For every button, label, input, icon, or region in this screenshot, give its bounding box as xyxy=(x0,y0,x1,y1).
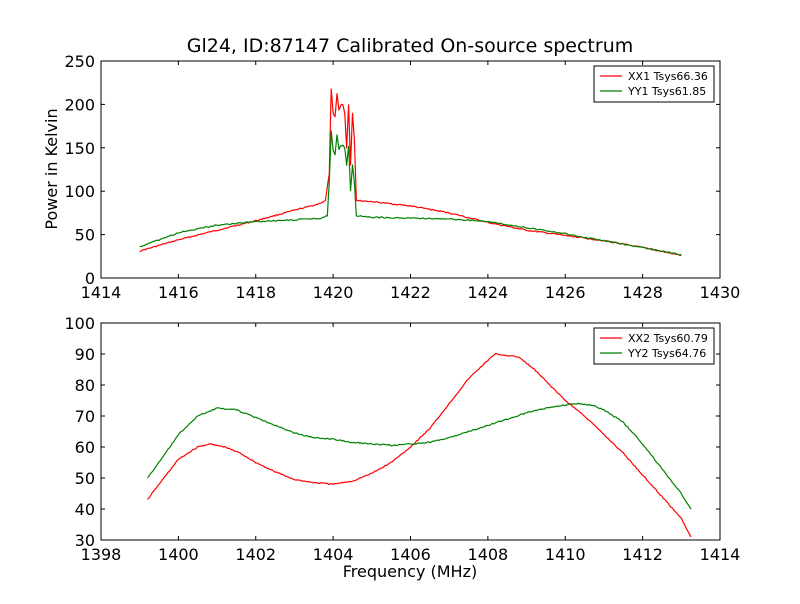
bottom-chart-series-line-1 xyxy=(147,352,692,538)
bottom-chart-plot-area: 1398 1400 1402 1404 1406 1408 1410 1412 1414 30 40… xyxy=(64,314,740,564)
top-chart-y-tick-label: 50 xyxy=(75,226,95,245)
bottom-chart-x-tick-label: 1408 xyxy=(468,545,509,564)
bottom-chart-x-tick-label: 1404 xyxy=(313,545,354,564)
bottom-chart-x-tick-label: 1412 xyxy=(622,545,663,564)
top-chart-legend-box xyxy=(593,65,715,103)
bottom-chart-x-tick-label: 1414 xyxy=(700,545,741,564)
bottom-chart-xlabel: Frequency (MHz) xyxy=(343,562,477,581)
top-chart-y-tick-label: 0 xyxy=(85,269,95,288)
top-chart-series-line-1 xyxy=(139,88,682,257)
top-chart-x-tick-label: 1430 xyxy=(700,283,741,302)
bottom-chart-legend-box xyxy=(593,327,715,365)
bottom-chart-y-tick-label: 30 xyxy=(75,531,95,550)
bottom-chart-x-tick-label: 1400 xyxy=(158,545,199,564)
bottom-chart-x-tick-label: 1410 xyxy=(545,545,586,564)
bottom-chart-y-tick-label: 60 xyxy=(75,438,95,457)
top-chart-x-tick-label: 1422 xyxy=(390,283,431,302)
bottom-chart-series-line-2 xyxy=(146,402,692,510)
top-chart-legend-label-1: XX1 Tsys66.36 xyxy=(628,70,708,83)
top-chart-x-tick-label: 1420 xyxy=(313,283,354,302)
top-chart-y-tick-label: 100 xyxy=(64,182,95,201)
bottom-chart-legend: XX2 Tsys60.79 YY2 Tsys64.76 xyxy=(593,327,715,365)
bottom-chart-legend-label-1: XX2 Tsys60.79 xyxy=(628,332,708,345)
top-chart-plot-area: 1414 1416 1418 1420 1422 1424 1426 1428 1430 0 50 1… xyxy=(64,52,740,302)
top-chart-x-tick-label: 1426 xyxy=(545,283,586,302)
bottom-chart-legend-label-2: YY2 Tsys64.76 xyxy=(627,347,706,360)
bottom-chart: Frequency (MHz) 1398 1400 1402 1404 1406 1408… xyxy=(64,314,740,581)
bottom-chart-y-tick-label: 40 xyxy=(75,500,95,519)
top-chart-x-tick-label: 1414 xyxy=(81,283,122,302)
top-chart-x-tick-label: 1418 xyxy=(235,283,276,302)
top-chart-y-tick-label: 200 xyxy=(64,95,95,114)
bottom-chart-x-tick-label: 1402 xyxy=(235,545,276,564)
bottom-chart-y-tick-label: 90 xyxy=(75,345,95,364)
bottom-chart-y-tick-label: 70 xyxy=(75,407,95,426)
bottom-chart-x-tick-label: 1406 xyxy=(390,545,431,564)
top-chart-legend: XX1 Tsys66.36 YY1 Tsys61.85 xyxy=(593,65,715,103)
top-chart-ylabel: Power in Kelvin xyxy=(42,108,61,229)
top-chart-legend-label-2: YY1 Tsys61.85 xyxy=(627,85,706,98)
top-chart-series-line-2 xyxy=(139,130,682,256)
bottom-chart-y-tick-label: 100 xyxy=(64,314,95,333)
bottom-chart-y-tick-label: 80 xyxy=(75,376,95,395)
top-chart: Gl24, ID:87147 Calibrated On-source spec… xyxy=(42,35,740,302)
top-chart-x-tick-label: 1428 xyxy=(622,283,663,302)
top-chart-y-tick-label: 150 xyxy=(64,139,95,158)
bottom-chart-x-tick-label: 1398 xyxy=(81,545,122,564)
top-chart-x-tick-label: 1416 xyxy=(158,283,199,302)
top-chart-title: Gl24, ID:87147 Calibrated On-source spec… xyxy=(187,35,634,57)
top-chart-x-tick-label: 1424 xyxy=(468,283,509,302)
top-chart-y-tick-label: 250 xyxy=(64,52,95,71)
bottom-chart-y-tick-label: 50 xyxy=(75,469,95,488)
